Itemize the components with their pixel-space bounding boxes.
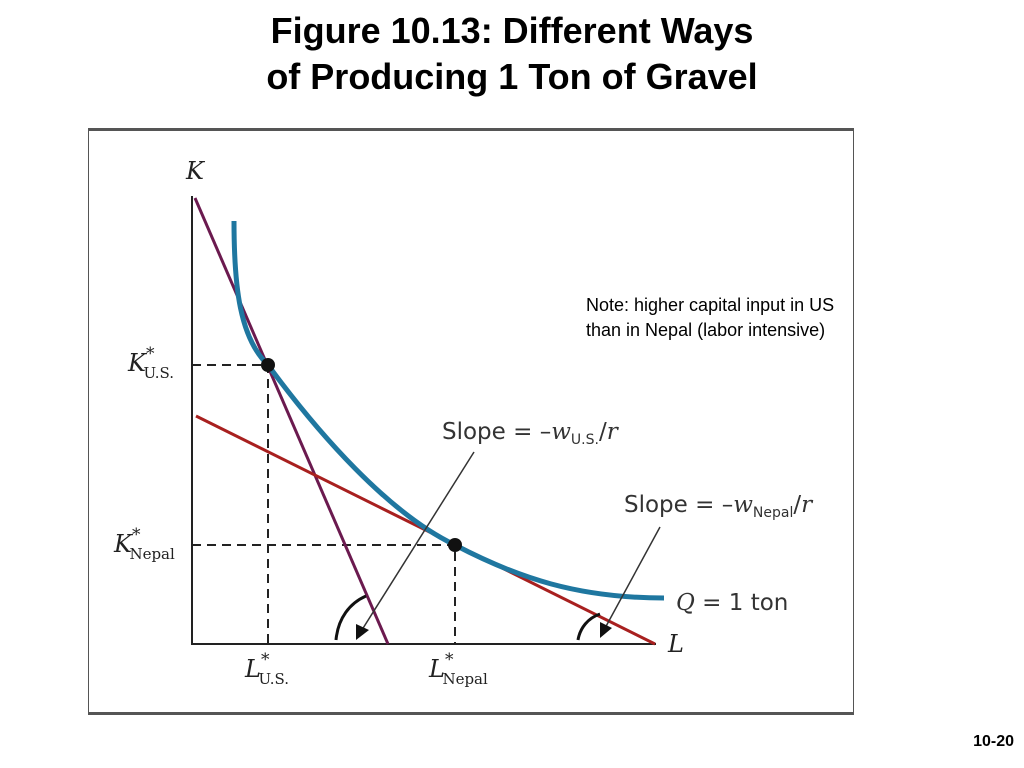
isoquant-figure: K L K* U.S. K* Nepal L* U.S. L* Nepal Slope …: [88, 128, 854, 715]
isoquant-diagram: K L K* U.S. K* Nepal L* U.S. L* Nepal Slope …: [88, 128, 854, 715]
isoquant-curve: [231, 220, 665, 601]
note-text: Note: higher capital input in US than in…: [586, 295, 835, 340]
slide-title: Figure 10.13: Different Ways of Producin…: [0, 8, 1024, 100]
angle-arc-nepal: [576, 612, 601, 641]
tangency-point-nepal: [448, 538, 462, 552]
arrow-head-us: [356, 624, 369, 640]
isocost-line-us: [193, 197, 390, 645]
slope-label-nepal: Slope = –wNepal/r: [624, 492, 814, 521]
slide-title-line-2: of Producing 1 Ton of Gravel: [266, 56, 758, 97]
isoquant-label: Q = 1 ton: [676, 590, 788, 616]
axis-label-k: K: [185, 157, 206, 185]
axis-label-l: L: [667, 630, 684, 658]
label-l-nepal: L* Nepal: [428, 650, 488, 688]
slide-title-line-1: Figure 10.13: Different Ways: [270, 10, 754, 51]
arrow-line-us: [359, 451, 475, 634]
angle-arc-us: [334, 594, 367, 641]
tangency-point-us: [261, 358, 275, 372]
arrow-line-nepal: [603, 526, 661, 631]
label-l-us: L* U.S.: [244, 650, 289, 688]
figure-frame: [88, 128, 854, 715]
page-number: 10-20: [973, 733, 1014, 750]
arrow-head-nepal: [600, 622, 612, 638]
slope-label-us: Slope = –wU.S./r: [442, 419, 620, 448]
label-k-nepal: K* Nepal: [113, 525, 175, 563]
label-k-us: K* U.S.: [127, 344, 174, 382]
